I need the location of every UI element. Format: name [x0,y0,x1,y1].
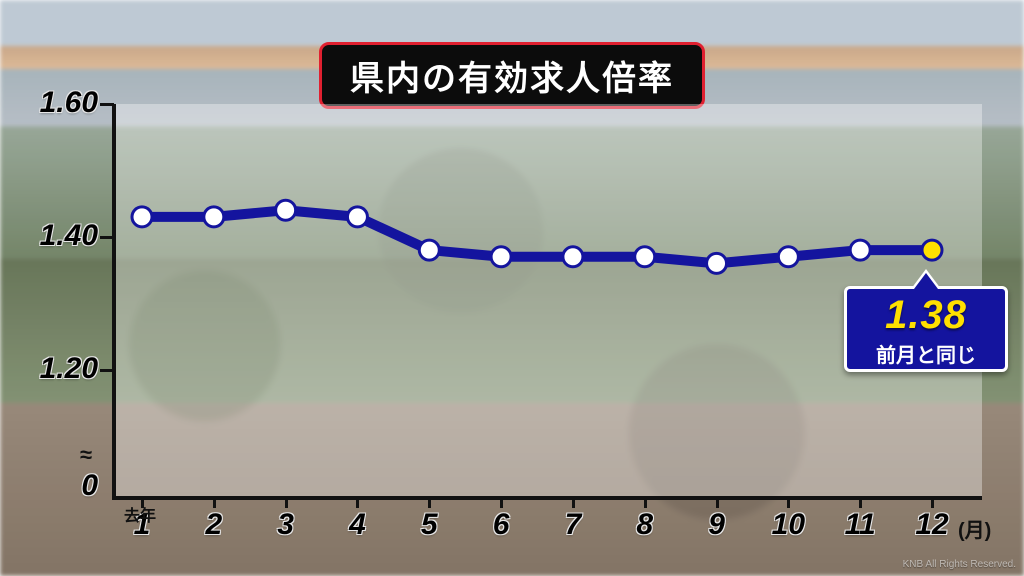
callout-pointer [914,273,938,289]
callout-subtitle: 前月と同じ [847,339,1005,368]
series-marker [850,240,870,260]
series-marker [204,207,224,227]
series-marker [563,247,583,267]
callout-value: 1.38 [847,293,1005,337]
series-line [142,210,932,263]
series-marker [419,240,439,260]
series-marker [635,247,655,267]
series-marker [347,207,367,227]
series-marker [132,207,152,227]
series-marker [778,247,798,267]
value-callout: 1.38 前月と同じ [844,286,1008,372]
copyright-text: KNB All Rights Reserved. [903,559,1016,570]
series-marker-last [922,240,942,260]
series-marker [276,200,296,220]
series-marker [491,247,511,267]
series-marker [707,253,727,273]
